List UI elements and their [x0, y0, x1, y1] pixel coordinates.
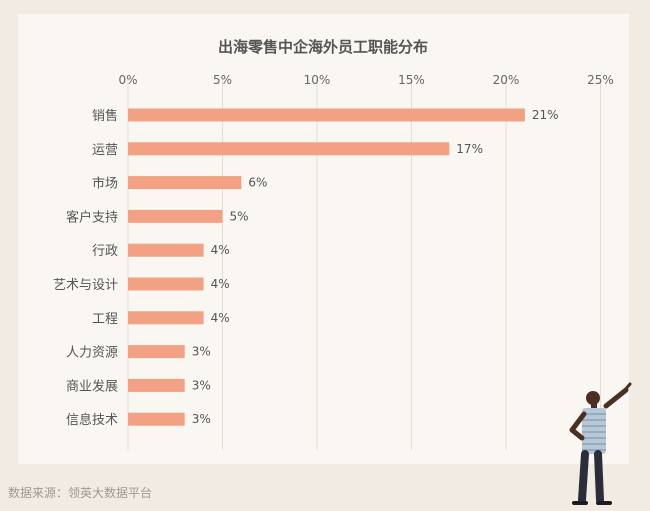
value-label: 4% — [211, 311, 230, 325]
bar — [128, 345, 185, 359]
category-label: 艺术与设计 — [53, 278, 118, 293]
x-tick-label: 25% — [587, 73, 614, 87]
x-tick-label: 20% — [493, 73, 520, 87]
value-label: 4% — [211, 243, 230, 257]
bar — [128, 108, 525, 122]
value-label: 3% — [192, 345, 211, 359]
bar — [128, 176, 242, 190]
category-label: 信息技术 — [66, 412, 118, 428]
x-tick-label: 15% — [398, 73, 425, 87]
category-label: 商业发展 — [66, 378, 118, 394]
category-label: 人力资源 — [66, 346, 118, 361]
x-tick-label: 5% — [213, 73, 232, 87]
bar — [128, 311, 204, 325]
bar — [128, 277, 204, 291]
bar-chart: 出海零售中企海外员工职能分布 0% 5% 10% 15% 20% 25% 销售 21% 运营 17%… — [53, 38, 614, 450]
value-label: 4% — [211, 277, 230, 291]
chart-card: 出海零售中企海外员工职能分布 0% 5% 10% 15% 20% 25% 销售 21% 运营 17%… — [18, 14, 629, 464]
category-label: 市场 — [92, 176, 118, 192]
category-label: 行政 — [92, 244, 118, 259]
value-label: 6% — [248, 176, 267, 190]
bar — [128, 412, 185, 426]
category-label: 客户支持 — [66, 209, 118, 225]
value-label: 5% — [230, 209, 249, 223]
bar — [128, 142, 450, 156]
bar — [128, 378, 185, 392]
value-label: 21% — [532, 108, 559, 122]
category-label: 工程 — [92, 312, 118, 327]
x-tick-label: 0% — [118, 73, 137, 87]
bar — [128, 243, 204, 257]
source-note: 数据来源：领英大数据平台 — [8, 486, 153, 500]
value-label: 3% — [192, 378, 211, 392]
bar — [128, 209, 223, 223]
value-label: 3% — [192, 412, 211, 426]
x-tick-label: 10% — [304, 73, 331, 87]
category-label: 运营 — [92, 143, 118, 158]
category-label: 销售 — [92, 108, 118, 124]
chart-title: 出海零售中企海外员工职能分布 — [218, 38, 428, 56]
person-pointing-illustration — [569, 382, 632, 505]
value-label: 17% — [456, 142, 483, 156]
